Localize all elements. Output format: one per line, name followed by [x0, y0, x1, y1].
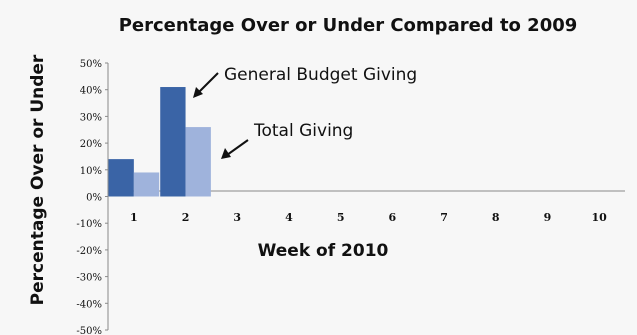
x-axis-tick-label: 9: [544, 211, 552, 224]
bar: [185, 127, 211, 197]
y-axis-tick-label: -50%: [76, 326, 102, 335]
x-axis-tick-label: 3: [233, 211, 241, 224]
bars-group: [108, 87, 211, 197]
y-axis-tick-label: -30%: [76, 273, 102, 284]
x-axis-ticks: 1 2 3 4 5 6 7 8 9 10: [130, 211, 607, 224]
x-axis-tick-label: 1: [130, 211, 138, 224]
y-axis-tick-label: 10%: [80, 166, 102, 177]
annotation-arrow-total-giving: [221, 139, 249, 159]
y-axis-tick-label: 20%: [80, 139, 102, 150]
x-axis-tick-label: 8: [492, 211, 500, 224]
bar: [108, 159, 134, 197]
x-axis-tick-label: 2: [182, 211, 190, 224]
annotation-general-budget-giving: General Budget Giving: [224, 65, 417, 85]
y-axis-tick-label: -10%: [76, 219, 102, 230]
chart-title: Percentage Over or Under Compared to 200…: [119, 15, 578, 36]
y-axis-tick-label: 30%: [80, 112, 102, 123]
y-axis-tick-label: -40%: [76, 299, 102, 310]
x-axis-tick-label: 4: [285, 211, 293, 224]
y-axis-tick-label: 0%: [86, 193, 102, 204]
x-axis-tick-label: 6: [389, 211, 397, 224]
y-axis-ticks: 50% 40% 30% 20% 10% 0% -10% -20% -30% -40% -50%: [76, 59, 108, 335]
x-axis-tick-label: 10: [591, 211, 607, 224]
bar: [133, 172, 160, 197]
y-axis-tick-label: -20%: [76, 246, 102, 257]
annotations-group: General Budget Giving Total Giving: [193, 65, 417, 159]
y-axis-title: Percentage Over or Under: [28, 54, 48, 305]
annotation-arrow-general-budget-giving: [193, 72, 219, 98]
bar: [160, 87, 186, 197]
x-axis-title: Week of 2010: [258, 241, 389, 261]
x-axis-tick-label: 7: [440, 211, 448, 224]
y-axis-tick-label: 40%: [80, 86, 102, 97]
x-axis-tick-label: 5: [337, 211, 345, 224]
annotation-total-giving: Total Giving: [253, 121, 353, 141]
y-axis-tick-label: 50%: [80, 59, 102, 70]
